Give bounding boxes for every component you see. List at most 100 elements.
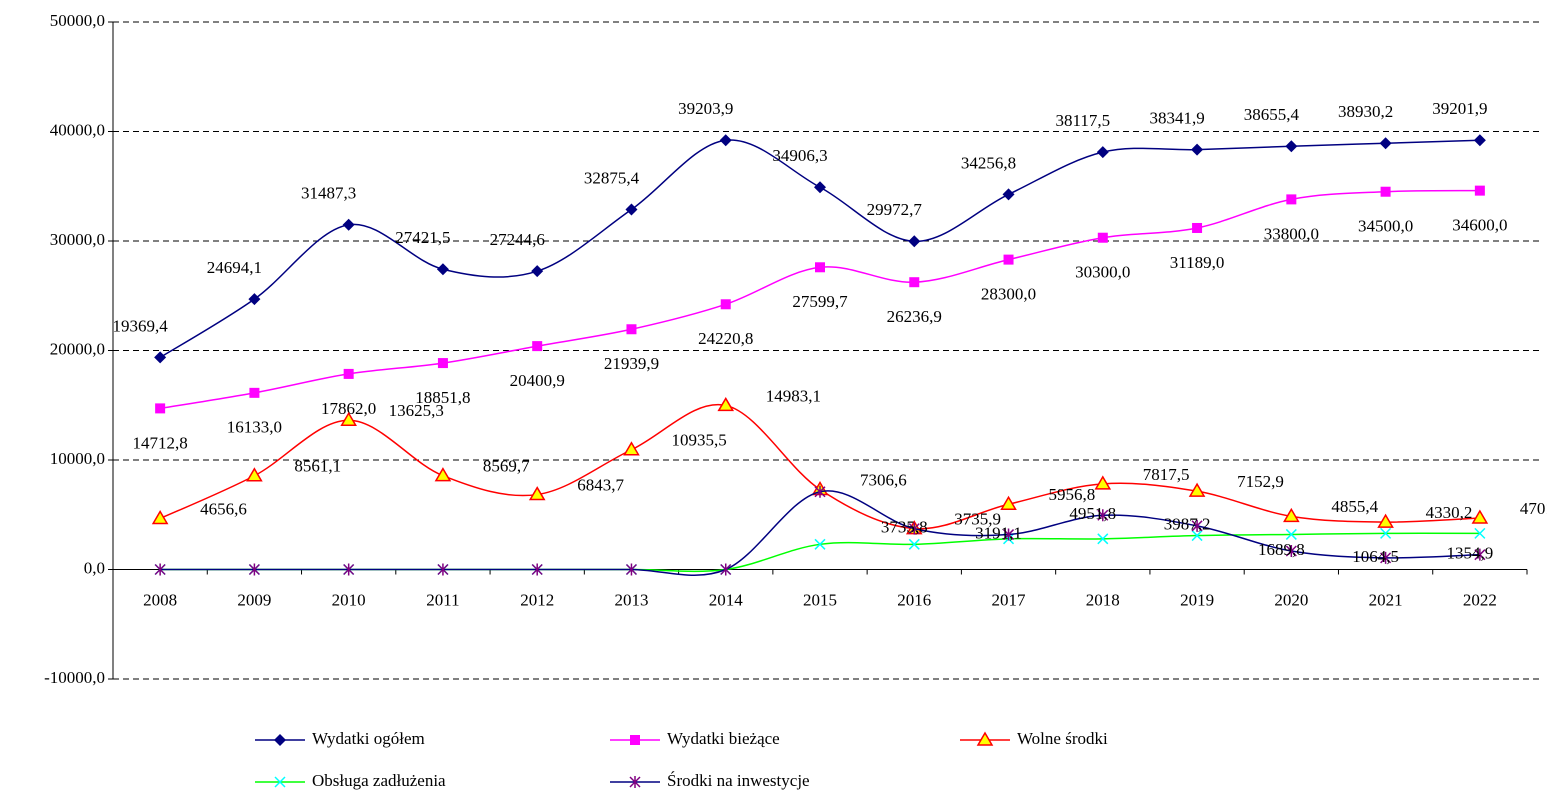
marker — [528, 486, 546, 501]
marker — [1474, 185, 1485, 196]
marker — [154, 351, 167, 364]
marker — [151, 510, 169, 525]
marker — [246, 467, 263, 482]
marker — [155, 403, 166, 414]
marker — [1380, 186, 1391, 197]
marker — [976, 731, 994, 746]
series: 4656,6 8561,1 13625,3 8569,7 6843,7 10935,5 14… — [151, 386, 1547, 535]
marker — [1285, 528, 1297, 540]
x-tick-label: 2020 — [1274, 590, 1308, 609]
marker — [814, 181, 826, 194]
marker — [625, 203, 638, 216]
data-label: 38930,2 — [1338, 102, 1393, 121]
marker — [248, 563, 260, 576]
marker — [436, 263, 449, 276]
marker — [274, 776, 286, 788]
marker — [623, 441, 640, 456]
series: 14712,8 16133,0 17862,0 18851,8 20400,9 21939… — [133, 185, 1507, 452]
series-line — [159, 139, 1480, 359]
marker — [1188, 482, 1206, 497]
x-tick-label: 2016 — [897, 590, 931, 609]
data-label: 4951,8 — [1069, 504, 1116, 523]
marker — [343, 563, 355, 576]
marker — [434, 467, 452, 482]
marker — [625, 563, 637, 576]
legend-entry: Wolne środki — [960, 729, 1108, 748]
data-label: 16133,0 — [227, 418, 282, 437]
marker — [1380, 551, 1392, 564]
data-label: 28300,0 — [981, 285, 1036, 304]
data-label: 3735,8 — [881, 517, 928, 536]
series-line — [159, 403, 1480, 530]
marker — [1471, 509, 1489, 524]
marker — [1003, 254, 1014, 265]
y-tick-label: 50000,0 — [50, 11, 105, 30]
x-tick-label: 2015 — [803, 590, 837, 609]
marker — [437, 563, 449, 576]
x-tick-label: 2019 — [1180, 590, 1214, 609]
data-label: 24220,8 — [698, 329, 753, 348]
marker — [1474, 527, 1486, 539]
marker — [630, 735, 640, 745]
x-tick-label: 2014 — [709, 590, 744, 609]
data-label: 18851,8 — [415, 388, 470, 407]
data-label: 33800,0 — [1264, 224, 1319, 243]
x-tick-label: 2010 — [332, 590, 366, 609]
data-label: 39203,9 — [678, 99, 733, 118]
data-label: 1354,9 — [1446, 544, 1493, 563]
marker — [1096, 146, 1109, 159]
data-label: 34600,0 — [1452, 216, 1507, 235]
data-label: 29972,7 — [867, 200, 923, 219]
x-tick-label: 2017 — [992, 590, 1027, 609]
data-label: 34256,8 — [961, 153, 1016, 172]
marker — [1002, 188, 1015, 201]
data-label: 34500,0 — [1358, 217, 1413, 236]
data-label: 3987,2 — [1164, 515, 1211, 534]
data-label: 27244,6 — [490, 230, 545, 249]
marker — [814, 485, 826, 498]
legend-label: Obsługa zadłużenia — [312, 771, 446, 790]
data-label: 4330,2 — [1426, 503, 1473, 522]
marker — [814, 538, 826, 550]
marker — [531, 265, 544, 278]
series-line — [160, 490, 1480, 576]
data-label: 7306,6 — [860, 470, 907, 489]
data-label: 27599,7 — [792, 292, 848, 311]
marker — [1094, 475, 1112, 490]
data-label: 1064,5 — [1352, 547, 1399, 566]
data-label: 38655,4 — [1244, 105, 1300, 124]
x-tick-label: 2022 — [1463, 590, 1497, 609]
x-tick-label: 2011 — [426, 590, 459, 609]
data-label: 19369,4 — [113, 316, 169, 335]
data-label: 21939,9 — [604, 354, 659, 373]
marker — [532, 341, 543, 352]
marker — [248, 293, 261, 306]
legend-label: Środki na inwestycje — [667, 771, 810, 790]
y-tick-label: -10000,0 — [44, 668, 105, 687]
marker — [909, 277, 920, 288]
marker — [1097, 533, 1109, 545]
data-label: 3735,9 — [954, 509, 1001, 528]
marker — [908, 522, 920, 535]
marker — [626, 324, 637, 335]
marker — [437, 358, 448, 369]
marker — [1191, 530, 1203, 542]
marker — [1097, 509, 1109, 522]
marker — [1191, 519, 1203, 532]
data-label: 26236,9 — [887, 307, 942, 326]
marker — [629, 776, 641, 788]
marker — [342, 218, 355, 231]
data-label: 17862,0 — [321, 399, 376, 418]
data-label: 39201,9 — [1432, 99, 1487, 118]
marker — [1192, 222, 1203, 233]
y-tick-label: 10000,0 — [50, 449, 105, 468]
data-label: 6843,7 — [577, 475, 624, 494]
marker — [815, 262, 825, 273]
marker — [1285, 140, 1298, 153]
legend-entry: Wydatki ogółem — [255, 729, 425, 748]
x-tick-label: 2018 — [1086, 590, 1120, 609]
marker — [1285, 544, 1297, 557]
marker — [1379, 137, 1392, 150]
data-label: 1689,8 — [1258, 540, 1305, 559]
